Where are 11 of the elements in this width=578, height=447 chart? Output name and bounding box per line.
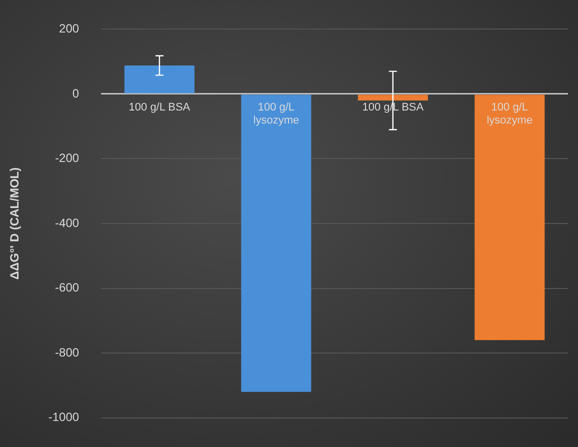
y-tick-label: 0 xyxy=(72,86,80,100)
x-tick-label: 100 g/L lysozyme xyxy=(253,102,300,126)
y-tick-label: -200 xyxy=(55,151,80,166)
y-tick-label: -1000 xyxy=(48,410,80,424)
y-tick-label: -800 xyxy=(55,345,80,360)
y-tick-label: -400 xyxy=(55,216,80,230)
x-tick-label: 100 g/L lysozyme xyxy=(486,102,533,126)
y-tick-label: -600 xyxy=(55,280,80,295)
y-tick-label: 200 xyxy=(59,22,80,36)
x-tick-label: 100 g/L BSA xyxy=(128,102,191,114)
y-axis-title: ΔΔG°' D (CAL/MOL) xyxy=(8,167,22,280)
